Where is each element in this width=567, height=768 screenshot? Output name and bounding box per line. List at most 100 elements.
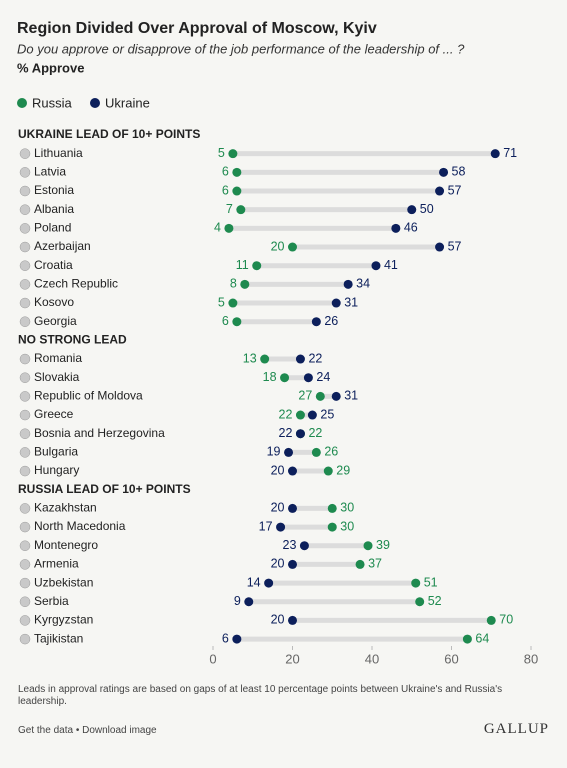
dot	[288, 615, 297, 625]
flag-icon	[19, 596, 31, 607]
data-label: 8	[230, 277, 237, 291]
dot	[371, 261, 381, 271]
dot	[363, 541, 373, 551]
chart: Region Divided Over Approval of Moscow, …	[17, 20, 538, 666]
data-label: 22	[279, 407, 293, 421]
dot	[486, 615, 496, 625]
category-label: Serbia	[34, 594, 69, 608]
dot	[299, 541, 309, 551]
category-label: Montenegro	[34, 538, 98, 552]
dot	[435, 186, 445, 196]
category-label: Azerbaijan	[34, 239, 91, 253]
data-label: 26	[324, 314, 338, 328]
dot	[284, 447, 294, 457]
flag-icon	[19, 204, 31, 215]
category-label: Albania	[34, 202, 74, 216]
legend-label: Russia	[32, 95, 73, 110]
category-label: Bulgaria	[34, 445, 78, 459]
dot	[232, 167, 242, 177]
data-label: 22	[308, 426, 322, 440]
category-label: Republic of Moldova	[34, 389, 143, 403]
dot	[228, 298, 238, 308]
dot	[407, 205, 417, 215]
category-label: Tajikistan	[34, 631, 83, 645]
category-label: Greece	[34, 407, 74, 421]
data-label: 6	[222, 165, 229, 179]
dot	[236, 205, 246, 215]
dot	[415, 597, 425, 607]
dot	[276, 522, 286, 532]
dot	[260, 354, 270, 364]
dot	[244, 597, 254, 607]
category-label: Poland	[34, 221, 71, 235]
dot	[391, 223, 401, 233]
category-label: Uzbekistan	[34, 575, 93, 589]
dot	[232, 634, 242, 644]
data-label: 34	[356, 277, 370, 291]
data-label: 20	[271, 557, 285, 571]
data-label: 14	[247, 575, 261, 589]
data-label: 23	[283, 538, 297, 552]
flag-icon	[19, 465, 31, 477]
data-label: 31	[344, 295, 358, 309]
flag-icon	[19, 297, 31, 309]
dot	[439, 167, 449, 177]
data-label: 5	[218, 295, 225, 309]
dot	[411, 578, 421, 588]
footer-links[interactable]: Get the data • Download image	[18, 725, 157, 736]
data-label: 70	[499, 613, 513, 627]
dot	[295, 354, 305, 364]
data-label: 25	[320, 407, 334, 421]
category-label: Hungary	[34, 463, 79, 477]
chart-subtitle: Do you approve or disapprove of the job …	[17, 41, 465, 56]
category-label: Georgia	[34, 314, 77, 328]
data-label: 64	[475, 631, 489, 645]
data-label: 6	[222, 631, 229, 645]
flag-icon	[19, 633, 31, 645]
data-label: 11	[236, 258, 249, 272]
category-label: Slovakia	[34, 370, 80, 384]
brand: GALLUP	[483, 721, 549, 737]
flag-icon	[19, 185, 31, 197]
flag-icon	[19, 316, 31, 327]
legend-swatch	[90, 98, 100, 108]
chart-title: Region Divided Over Approval of Moscow, …	[17, 20, 377, 37]
dot	[252, 261, 262, 271]
category-label: Croatia	[34, 258, 73, 272]
dot	[240, 279, 250, 289]
flag-icon	[19, 279, 31, 290]
category-label: Czech Republic	[34, 277, 118, 291]
flag-icon	[19, 503, 31, 514]
dot	[327, 522, 337, 532]
dot	[327, 503, 337, 513]
dot	[343, 279, 353, 289]
data-label: 9	[234, 594, 241, 608]
x-tick-label: 40	[365, 651, 379, 666]
data-label: 31	[344, 389, 358, 403]
category-label: Bosnia and Herzegovina	[34, 426, 165, 440]
data-label: 71	[503, 146, 517, 160]
data-label: 20	[271, 613, 285, 627]
dot	[331, 391, 341, 401]
flag-icon	[19, 521, 31, 533]
flag-icon	[19, 577, 31, 589]
dot	[311, 317, 321, 327]
category-label: Latvia	[34, 165, 66, 179]
dot	[232, 317, 242, 327]
category-label: Kosovo	[34, 295, 74, 309]
category-label: North Macedonia	[34, 519, 126, 533]
dot	[490, 149, 500, 159]
data-label: 17	[259, 519, 273, 533]
dot	[288, 503, 297, 513]
group-label: UKRAINE LEAD OF 10+ POINTS	[18, 127, 200, 141]
x-tick-label: 80	[524, 651, 538, 666]
dot	[232, 186, 242, 196]
flag-icon	[19, 148, 31, 159]
data-label: 22	[308, 351, 322, 365]
x-tick-label: 0	[209, 651, 216, 666]
dot	[280, 373, 290, 383]
value-label: % Approve	[17, 60, 84, 75]
flag-icon	[19, 241, 31, 253]
flag-icon	[19, 540, 31, 551]
